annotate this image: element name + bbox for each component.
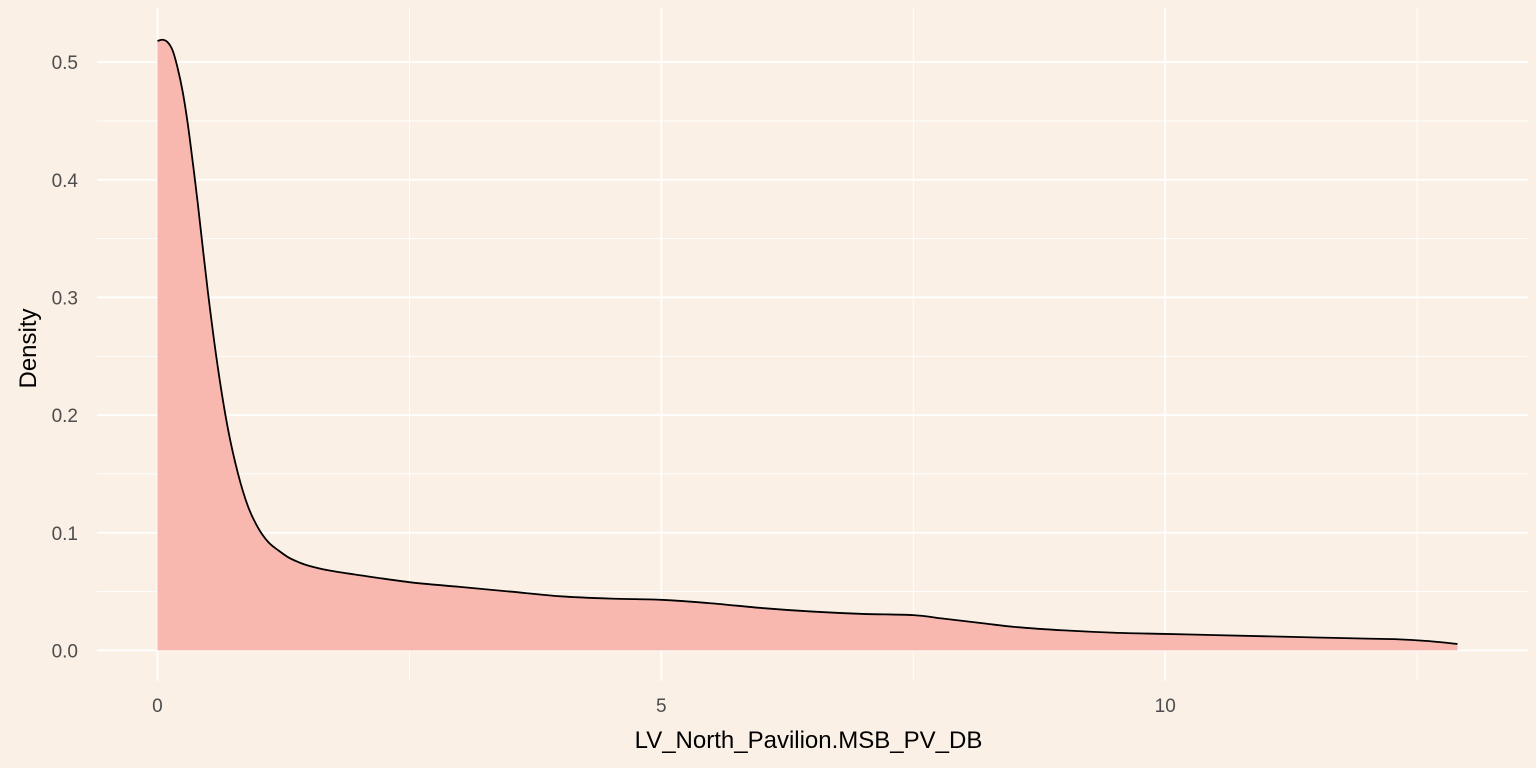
x-axis-tick-labels: 0 5 10 <box>152 696 1176 717</box>
density-line <box>157 38 1458 645</box>
y-tick-label: 0.3 <box>52 288 78 309</box>
y-tick-label: 0.5 <box>52 53 78 74</box>
y-tick-label: 0.2 <box>52 406 78 427</box>
y-tick-label: 0.4 <box>52 171 79 192</box>
density-area <box>157 39 1458 651</box>
x-axis-title: LV_North_Pavilion.MSB_PV_DB <box>635 727 983 754</box>
y-tick-label: 0.0 <box>52 641 78 662</box>
y-axis-title: Density <box>15 308 42 388</box>
x-tick-label: 5 <box>656 696 667 717</box>
y-axis-tick-labels: 0.0 0.1 0.2 0.3 0.4 0.5 <box>52 53 79 662</box>
y-tick-label: 0.1 <box>52 524 78 545</box>
x-tick-label: 10 <box>1155 696 1176 717</box>
x-tick-label: 0 <box>152 696 163 717</box>
